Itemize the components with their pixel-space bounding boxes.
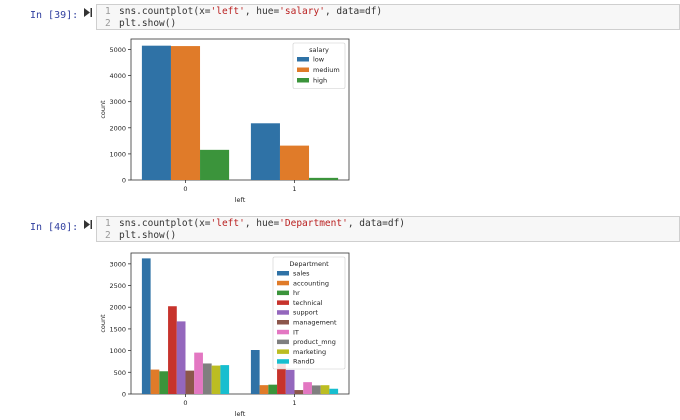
legend-label-marketing: marketing bbox=[293, 348, 326, 356]
salary-countplot: 0 1000 2000 3000 4000 5000 0 1 left count salary lo… bbox=[99, 38, 350, 204]
bar-RandD-1 bbox=[329, 388, 339, 394]
legend-label-management: management bbox=[293, 319, 337, 327]
x-tick-label: 1 bbox=[292, 399, 296, 407]
input-prompt: In [40]: bbox=[30, 222, 79, 233]
legend-label-RandD: RandD bbox=[293, 358, 315, 366]
bar-accounting-0 bbox=[150, 369, 160, 394]
code-editor[interactable]: 1 sns.countplot(x='left', hue='salary', … bbox=[96, 4, 680, 30]
legend-swatch-RandD bbox=[277, 359, 289, 364]
legend: salary low medium high bbox=[292, 42, 346, 89]
legend-swatch-hr bbox=[277, 290, 289, 296]
bar-IT-0 bbox=[194, 352, 203, 394]
bar-low-1 bbox=[250, 123, 280, 180]
legend-box bbox=[292, 42, 346, 89]
legend-swatch-medium bbox=[297, 67, 309, 72]
bar-support-1 bbox=[285, 369, 295, 394]
y-tick-label: 3000 bbox=[109, 260, 126, 268]
code-line: sns.countplot(x='left', hue='salary', da… bbox=[119, 6, 383, 17]
legend-swatch-high bbox=[297, 78, 309, 83]
bar-hr-0 bbox=[159, 371, 169, 394]
legend-label-sales: sales bbox=[293, 270, 310, 278]
y-axis-label: count bbox=[99, 100, 107, 119]
legend-label-product_mng: product_mng bbox=[293, 338, 336, 346]
bar-sales-0 bbox=[141, 258, 151, 394]
x-axis-label: left bbox=[235, 410, 246, 418]
department-countplot: 0 500 1000 1500 2000 2500 3000 0 1 left count Depar… bbox=[99, 252, 350, 418]
y-tick-label: 2000 bbox=[109, 304, 126, 312]
bar-product_mng-0 bbox=[202, 363, 212, 394]
legend-label-hr: hr bbox=[293, 289, 300, 297]
code-line: sns.countplot(x='left', hue='Department'… bbox=[119, 218, 406, 229]
bar-technical-0 bbox=[168, 306, 177, 394]
bar-marketing-1 bbox=[320, 385, 330, 394]
legend-label-support: support bbox=[293, 309, 318, 317]
legend-swatch-product_mng bbox=[277, 339, 289, 345]
code-line: plt.show() bbox=[119, 230, 177, 241]
plot-frame bbox=[130, 38, 350, 181]
bar-product_mng-1 bbox=[311, 385, 321, 394]
bar-high-1 bbox=[309, 177, 339, 180]
legend-swatch-marketing bbox=[277, 349, 289, 354]
y-tick-label: 4000 bbox=[109, 72, 126, 80]
code-editor[interactable]: 1 sns.countplot(x='left', hue='Departmen… bbox=[96, 216, 680, 242]
x-axis-label: left bbox=[235, 196, 246, 204]
bar-marketing-0 bbox=[211, 365, 221, 394]
bar-technical-1 bbox=[277, 363, 286, 394]
line-number: 1 bbox=[105, 218, 111, 229]
legend-label-high: high bbox=[313, 77, 327, 85]
input-prompt: In [39]: bbox=[30, 10, 79, 21]
bar-hr-1 bbox=[268, 384, 278, 394]
y-tick-label: 5000 bbox=[109, 46, 126, 54]
y-tick-label: 1000 bbox=[109, 347, 126, 355]
bar-low-0 bbox=[141, 45, 171, 180]
legend-label-medium: medium bbox=[313, 66, 340, 74]
legend-label-technical: technical bbox=[293, 299, 323, 307]
bar-high-0 bbox=[200, 149, 230, 180]
legend-label-low: low bbox=[313, 56, 325, 64]
legend-title: salary bbox=[309, 46, 329, 54]
y-axis-label: count bbox=[99, 314, 107, 333]
y-tick-label: 0 bbox=[122, 177, 126, 185]
line-number: 2 bbox=[105, 230, 111, 241]
legend-swatch-IT bbox=[277, 329, 289, 335]
bar-accounting-1 bbox=[259, 385, 269, 394]
bar-IT-1 bbox=[303, 382, 312, 394]
x-tick-label: 0 bbox=[183, 185, 187, 193]
plot-frame bbox=[130, 252, 350, 395]
bar-medium-0 bbox=[170, 46, 201, 180]
y-tick-label: 1500 bbox=[109, 325, 126, 333]
x-tick-label: 0 bbox=[183, 399, 187, 407]
legend-label-accounting: accounting bbox=[293, 279, 329, 287]
legend-label-IT: IT bbox=[293, 328, 299, 336]
bar-management-1 bbox=[294, 390, 304, 394]
y-tick-label: 3000 bbox=[109, 98, 126, 106]
run-cell-icon[interactable] bbox=[84, 8, 92, 17]
bar-management-0 bbox=[185, 370, 195, 394]
bar-medium-1 bbox=[279, 145, 310, 180]
y-tick-label: 500 bbox=[114, 369, 126, 377]
x-tick-label: 1 bbox=[292, 185, 296, 193]
legend-swatch-management bbox=[277, 320, 289, 325]
y-tick-label: 2500 bbox=[109, 282, 126, 290]
legend-swatch-low bbox=[297, 57, 309, 62]
run-cell-icon[interactable] bbox=[84, 220, 92, 229]
line-number: 1 bbox=[105, 6, 111, 17]
bar-sales-1 bbox=[250, 350, 260, 394]
code-line: plt.show() bbox=[119, 18, 177, 29]
y-tick-label: 0 bbox=[122, 391, 126, 399]
legend-swatch-sales bbox=[277, 271, 289, 276]
legend-title: Department bbox=[289, 260, 329, 268]
legend-swatch-technical bbox=[277, 300, 289, 305]
legend-box bbox=[272, 256, 346, 370]
line-number: 2 bbox=[105, 18, 111, 29]
bar-RandD-0 bbox=[220, 365, 230, 394]
legend-swatch-accounting bbox=[277, 280, 289, 286]
bar-support-0 bbox=[176, 321, 186, 394]
y-tick-label: 2000 bbox=[109, 124, 126, 132]
y-tick-label: 1000 bbox=[109, 150, 126, 158]
legend-swatch-support bbox=[277, 310, 289, 315]
